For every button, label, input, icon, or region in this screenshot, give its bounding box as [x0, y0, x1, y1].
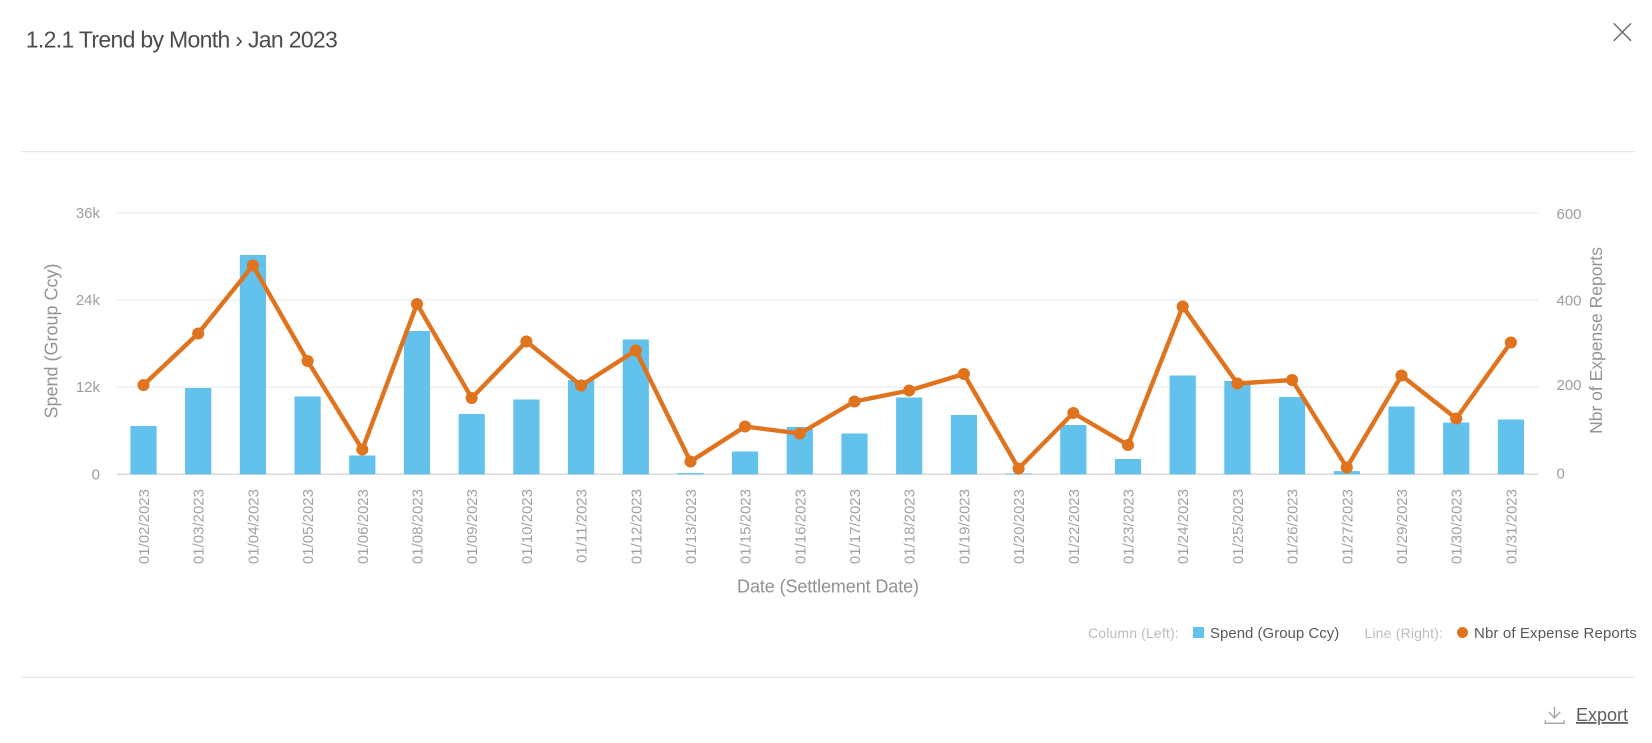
svg-text:01/08/2023: 01/08/2023: [410, 489, 427, 564]
svg-text:01/20/2023: 01/20/2023: [1011, 489, 1028, 564]
svg-text:0: 0: [1557, 466, 1565, 483]
svg-text:01/30/2023: 01/30/2023: [1449, 489, 1466, 564]
svg-text:400: 400: [1557, 293, 1582, 310]
svg-text:01/11/2023: 01/11/2023: [574, 489, 591, 563]
svg-text:Spend (Group Ccy): Spend (Group Ccy): [1210, 625, 1339, 642]
svg-text:01/31/2023: 01/31/2023: [1503, 489, 1520, 564]
svg-text:0: 0: [92, 466, 100, 483]
svg-text:01/09/2023: 01/09/2023: [464, 489, 481, 564]
svg-text:01/10/2023: 01/10/2023: [519, 489, 536, 564]
svg-text:01/24/2023: 01/24/2023: [1175, 489, 1192, 564]
svg-text:01/25/2023: 01/25/2023: [1230, 489, 1247, 564]
svg-text:Column (Left):: Column (Left):: [1088, 625, 1179, 641]
svg-text:Export: Export: [1576, 705, 1628, 725]
svg-text:12k: 12k: [76, 379, 101, 396]
svg-text:01/23/2023: 01/23/2023: [1121, 489, 1138, 564]
svg-text:01/15/2023: 01/15/2023: [738, 489, 755, 564]
svg-text:Date (Settlement Date): Date (Settlement Date): [737, 577, 919, 597]
svg-text:01/04/2023: 01/04/2023: [245, 489, 262, 564]
svg-text:01/22/2023: 01/22/2023: [1066, 489, 1083, 564]
svg-text:01/17/2023: 01/17/2023: [847, 489, 864, 564]
svg-text:01/13/2023: 01/13/2023: [683, 489, 700, 564]
svg-text:Spend (Group Ccy): Spend (Group Ccy): [42, 263, 62, 418]
svg-text:Nbr of Expense Reports: Nbr of Expense Reports: [1586, 247, 1606, 434]
svg-text:01/29/2023: 01/29/2023: [1394, 489, 1411, 564]
svg-text:600: 600: [1557, 206, 1582, 223]
svg-text:01/26/2023: 01/26/2023: [1285, 489, 1302, 564]
svg-text:01/06/2023: 01/06/2023: [355, 489, 372, 564]
svg-text:01/12/2023: 01/12/2023: [628, 489, 645, 564]
svg-text:01/03/2023: 01/03/2023: [191, 489, 208, 564]
svg-text:01/27/2023: 01/27/2023: [1339, 489, 1356, 564]
svg-text:01/05/2023: 01/05/2023: [300, 489, 317, 564]
svg-text:200: 200: [1557, 377, 1582, 394]
svg-text:01/18/2023: 01/18/2023: [902, 489, 919, 564]
svg-text:01/02/2023: 01/02/2023: [136, 489, 153, 564]
svg-text:36k: 36k: [76, 205, 101, 222]
svg-text:1.2.1 Trend by Month › Jan 202: 1.2.1 Trend by Month › Jan 2023: [26, 26, 337, 52]
svg-text:Line (Right):: Line (Right):: [1365, 625, 1444, 641]
svg-text:24k: 24k: [76, 292, 101, 309]
svg-text:01/19/2023: 01/19/2023: [956, 489, 973, 564]
svg-text:01/16/2023: 01/16/2023: [792, 489, 809, 564]
svg-text:Nbr of Expense Reports: Nbr of Expense Reports: [1474, 625, 1637, 642]
